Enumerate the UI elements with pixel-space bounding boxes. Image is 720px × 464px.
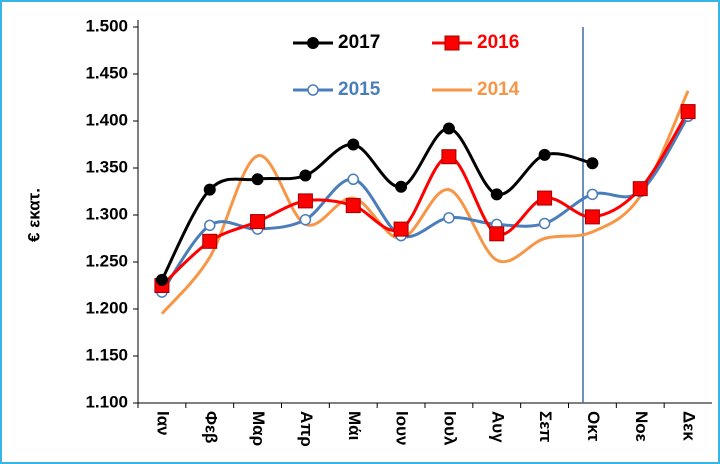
point	[680, 104, 696, 120]
x-tick-label: Ιαν	[153, 411, 172, 436]
x-tick-label: Οκτ	[584, 411, 603, 442]
point	[250, 214, 266, 230]
point	[395, 180, 408, 193]
series-line	[160, 90, 690, 315]
y-tick-label: 1.200	[85, 298, 128, 317]
point	[538, 217, 551, 230]
y-tick-label: 1.250	[85, 251, 128, 270]
x-tick-label: Δεκ	[680, 411, 699, 441]
x-tick-label: Σεπ	[536, 411, 555, 442]
point	[299, 213, 312, 226]
point	[442, 122, 455, 135]
legend-marker	[307, 84, 319, 96]
point	[202, 233, 218, 249]
point	[251, 173, 264, 186]
point	[204, 219, 216, 232]
point	[632, 181, 648, 197]
x-tick-label: Αυγ	[488, 411, 507, 443]
point	[489, 226, 505, 242]
legend-marker	[307, 37, 319, 49]
point	[203, 183, 216, 196]
point	[155, 273, 168, 286]
x-tick-label: Μάι	[345, 411, 364, 441]
series-line	[160, 127, 593, 281]
point	[297, 193, 313, 209]
point	[299, 169, 312, 182]
y-tick-label: 1.400	[85, 110, 128, 129]
point	[347, 173, 359, 186]
legend-label: 2017	[338, 32, 380, 53]
point	[537, 190, 553, 206]
x-tick-label: Νοε	[632, 411, 651, 442]
point	[538, 148, 551, 161]
y-tick-label: 1.100	[85, 392, 128, 411]
x-tick-label: Φεβ	[201, 411, 220, 443]
y-axis-label: € εκατ.	[24, 188, 43, 242]
y-tick-label: 1.450	[85, 63, 128, 82]
x-tick-label: Απρ	[297, 411, 316, 447]
point	[443, 212, 455, 224]
x-tick-label: Ιουν	[393, 411, 412, 445]
y-tick-label: 1.350	[85, 157, 128, 176]
point	[441, 149, 457, 165]
y-tick-label: 1.150	[85, 345, 128, 364]
legend-label: 2014	[477, 79, 520, 100]
series-line	[160, 115, 690, 293]
legend-marker	[444, 35, 460, 51]
point	[586, 188, 599, 201]
legend-label: 2015	[338, 79, 381, 100]
y-tick-label: 1.500	[85, 16, 128, 35]
y-tick-label: 1.300	[85, 204, 128, 223]
point	[586, 157, 599, 170]
point	[345, 198, 361, 214]
x-tick-label: Μαρ	[249, 411, 268, 446]
x-tick-label: Ιουλ	[440, 411, 459, 446]
legend-label: 2016	[477, 32, 519, 53]
point	[584, 209, 600, 225]
point	[490, 188, 503, 201]
point	[393, 221, 409, 237]
point	[347, 138, 360, 151]
